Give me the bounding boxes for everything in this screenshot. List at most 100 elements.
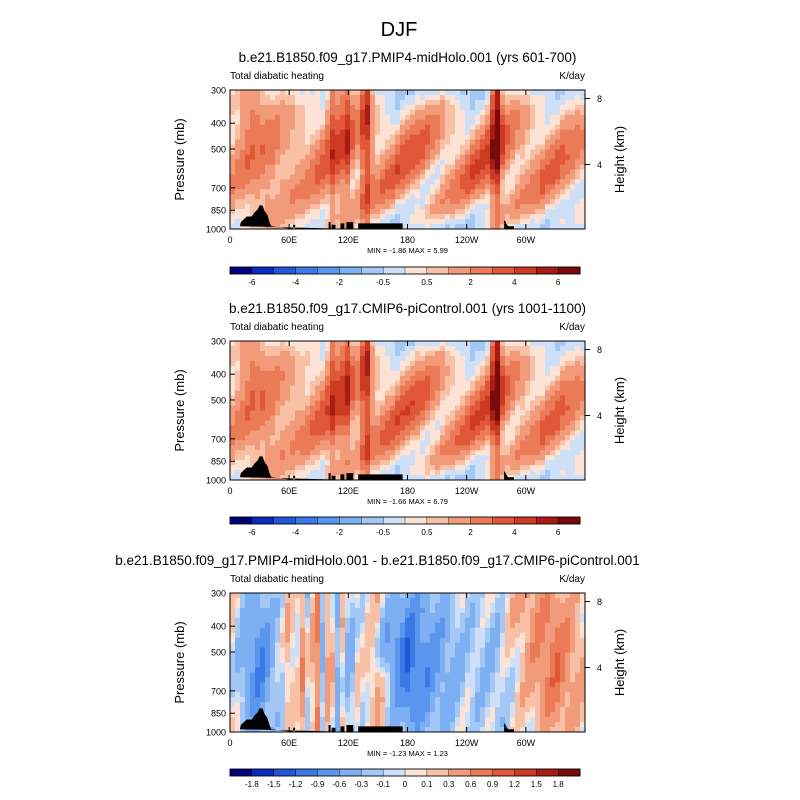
field-cell — [395, 355, 401, 362]
field-cell — [350, 204, 356, 210]
field-cell — [245, 445, 251, 451]
field-cell — [485, 149, 491, 155]
field-cell — [565, 405, 571, 411]
field-cell — [260, 380, 266, 387]
field-cell — [320, 109, 326, 116]
field-cell — [525, 415, 531, 421]
field-cell — [300, 602, 306, 609]
field-cell — [380, 119, 386, 126]
field-cell — [565, 219, 571, 225]
field-cell — [300, 405, 306, 411]
field-cell — [450, 380, 456, 387]
y-tick-label: 1000 — [206, 225, 226, 235]
field-cell — [435, 475, 441, 481]
field-cell — [530, 169, 536, 175]
field-cell — [300, 622, 306, 629]
field-cell — [440, 450, 446, 456]
field-cell — [515, 415, 521, 421]
field-cell — [275, 460, 281, 466]
field-cell — [280, 622, 286, 629]
field-cell — [250, 400, 256, 406]
field-cell — [355, 109, 361, 116]
field-cell — [255, 612, 261, 619]
field-cell — [490, 129, 496, 136]
field-cell — [270, 642, 276, 648]
field-cell — [530, 435, 536, 441]
field-cell — [250, 109, 256, 116]
field-cell — [320, 712, 326, 718]
field-cell — [365, 124, 371, 131]
field-cell — [500, 159, 506, 165]
field-cell — [515, 179, 521, 185]
field-cell — [510, 385, 516, 392]
field-cell — [315, 174, 321, 180]
field-cell — [445, 380, 451, 387]
field-cell — [270, 460, 276, 466]
field-cell — [435, 184, 441, 190]
field-cell — [540, 189, 546, 195]
field-cell — [370, 154, 376, 160]
field-cell — [410, 219, 416, 225]
field-cell — [495, 164, 501, 170]
field-cell — [385, 114, 391, 121]
field-cell — [350, 405, 356, 411]
field-cell — [230, 94, 236, 101]
field-cell — [335, 627, 341, 634]
field-cell — [350, 169, 356, 175]
field-cell — [230, 124, 236, 131]
field-cell — [270, 440, 276, 446]
field-cell — [285, 350, 291, 357]
field-cell — [470, 99, 476, 106]
field-cell — [265, 667, 271, 673]
panel-title: b.e21.B1850.f09_g17.PMIP4-midHolo.001 - … — [115, 553, 640, 568]
field-cell — [460, 420, 466, 426]
y-tick-label: 500 — [211, 395, 226, 405]
field-cell — [335, 139, 341, 145]
field-cell — [430, 405, 436, 411]
x-tick-label: 120E — [338, 235, 359, 245]
field-cell — [295, 460, 301, 466]
field-cell — [280, 94, 286, 101]
field-cell — [380, 455, 386, 461]
field-cell — [525, 370, 531, 377]
field-cell — [260, 607, 266, 614]
field-cell — [255, 159, 261, 165]
field-cell — [375, 149, 381, 155]
field-cell — [445, 159, 451, 165]
field-cell — [250, 124, 256, 131]
field-cell — [335, 642, 341, 648]
field-cell — [520, 94, 526, 101]
field-cell — [415, 425, 421, 431]
field-cell — [560, 174, 566, 180]
field-cell — [525, 440, 531, 446]
field-cell — [580, 435, 586, 441]
field-cell — [460, 104, 466, 111]
field-cell — [460, 219, 466, 225]
field-cell — [270, 194, 276, 200]
field-cell — [245, 687, 251, 693]
field-cell — [355, 189, 361, 195]
field-cell — [425, 204, 431, 210]
field-cell — [555, 450, 561, 456]
field-cell — [455, 99, 461, 106]
field-cell — [495, 149, 501, 155]
field-cell — [510, 104, 516, 111]
field-cell — [565, 375, 571, 382]
field-cell — [510, 350, 516, 357]
field-cell — [365, 717, 371, 723]
field-cell — [250, 712, 256, 718]
field-cell — [240, 390, 246, 396]
field-cell — [370, 677, 376, 683]
field-cell — [370, 415, 376, 421]
field-cell — [270, 627, 276, 634]
field-cell — [495, 400, 501, 406]
field-cell — [345, 355, 351, 362]
field-cell — [545, 365, 551, 372]
field-cell — [500, 144, 506, 150]
field-cell — [485, 465, 491, 471]
field-cell — [565, 199, 571, 205]
field-cell — [505, 365, 511, 372]
field-cell — [425, 189, 431, 195]
field-cell — [325, 154, 331, 160]
field-cell — [425, 415, 431, 421]
